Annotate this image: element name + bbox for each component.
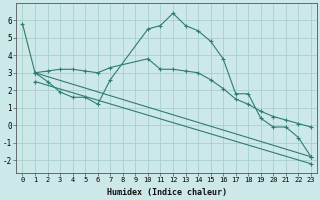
X-axis label: Humidex (Indice chaleur): Humidex (Indice chaleur) <box>107 188 227 197</box>
